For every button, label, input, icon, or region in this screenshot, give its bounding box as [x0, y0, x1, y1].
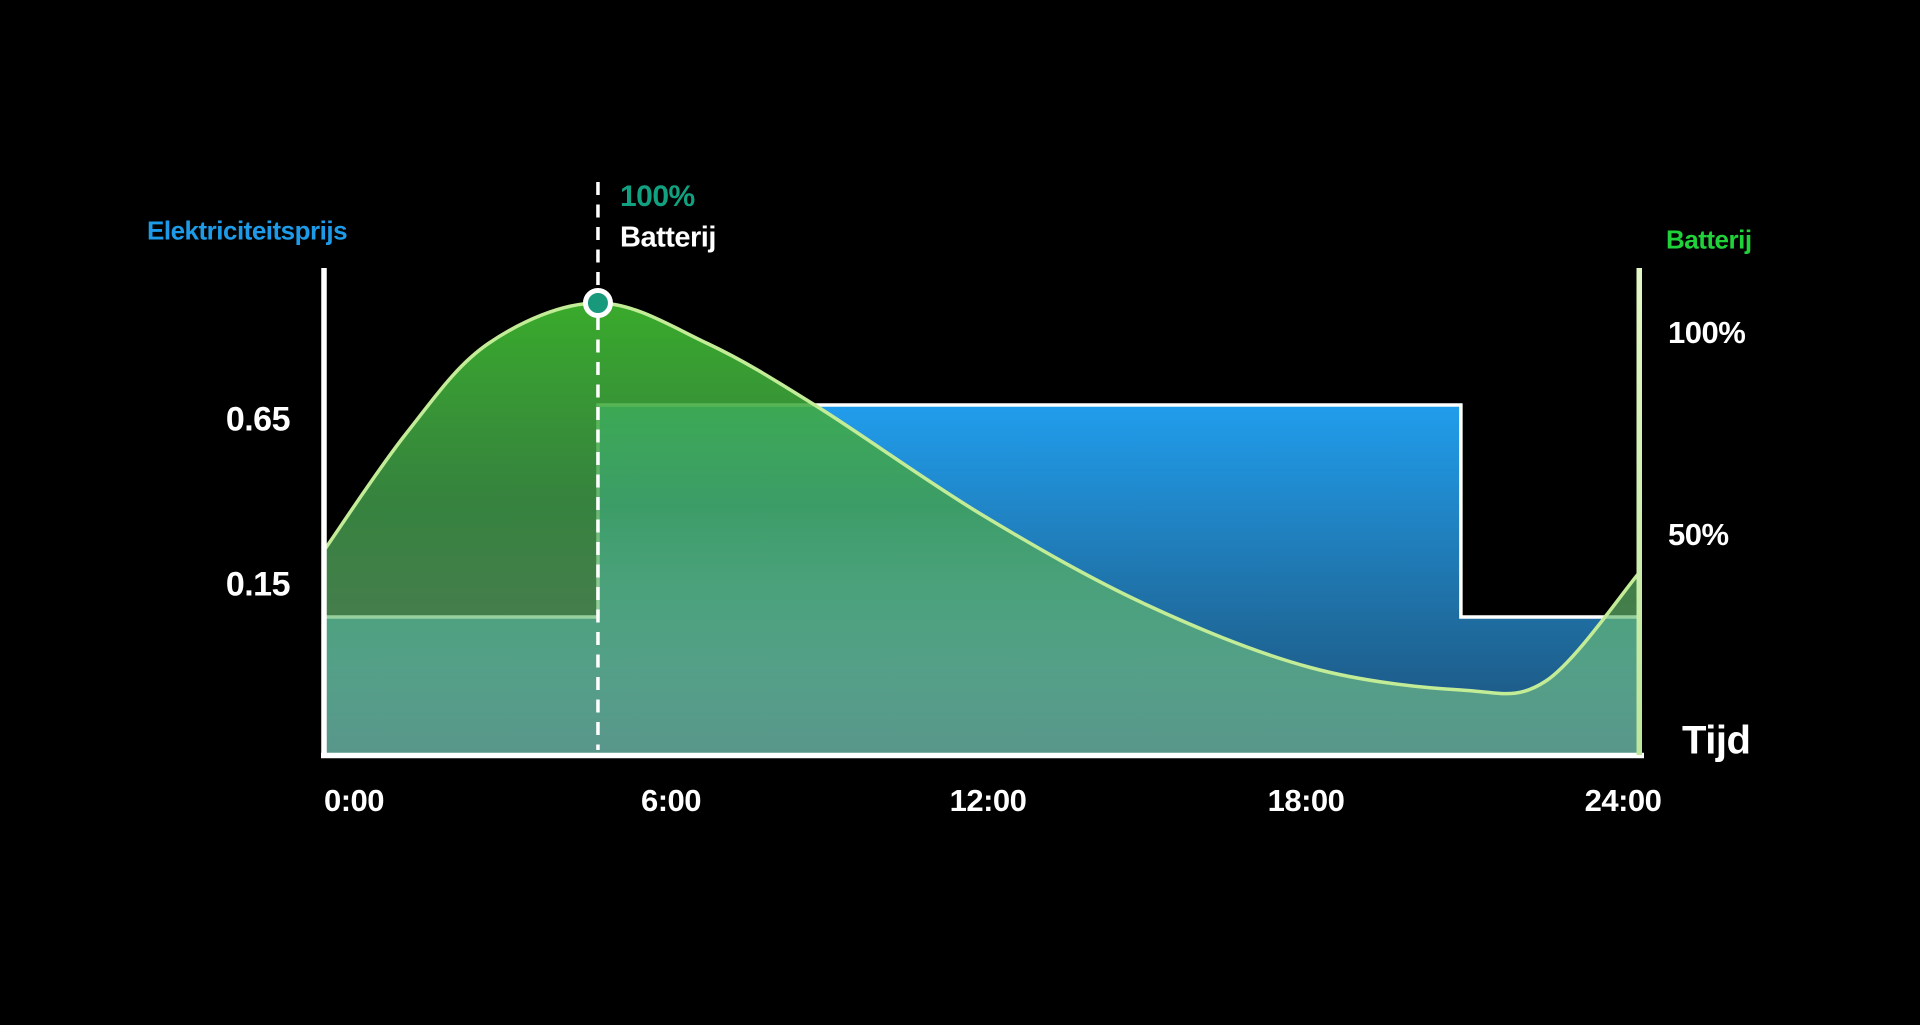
right-axis-bar: [1636, 268, 1642, 755]
right-axis-title: Batterij: [1666, 224, 1752, 255]
x-axis-title: Tijd: [1682, 718, 1751, 763]
annotation-label: Batterij: [620, 221, 716, 254]
x-tick-0600: 6:00: [640, 783, 702, 818]
peak-marker-dot: [582, 288, 613, 318]
left-axis-tick-065: 0.65: [225, 400, 291, 439]
battery-area: [324, 303, 1639, 753]
x-tick-0000: 0:00: [323, 783, 385, 818]
battery-curve-line: [322, 301, 1641, 696]
x-tick-1800: 18:00: [1267, 783, 1345, 818]
x-tick-1200: 12:00: [949, 783, 1027, 818]
x-tick-2400: 24:00: [1584, 783, 1662, 818]
annotation-value: 100%: [620, 180, 695, 213]
right-axis-tick-100: 100%: [1668, 315, 1746, 350]
right-axis-tick-50: 50%: [1668, 517, 1729, 552]
left-axis-tick-015: 0.15: [225, 565, 291, 604]
left-axis-title: Elektriciteitsprijs: [147, 215, 348, 246]
